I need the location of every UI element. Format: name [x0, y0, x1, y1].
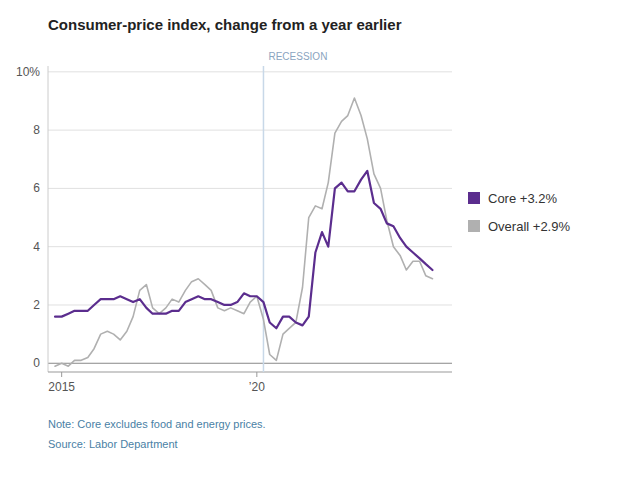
legend-label: Overall +2.9%: [488, 219, 570, 234]
grid-line: [48, 304, 452, 305]
y-tick-label: 4: [33, 240, 40, 254]
marks: [55, 66, 432, 372]
grid-line: [48, 188, 452, 189]
note: Note: Core excludes food and energy pric…: [48, 418, 266, 430]
y-tick-label: 6: [33, 181, 40, 195]
chart: Consumer-price index, change from a year…: [0, 0, 638, 480]
y-tick-label: 10%: [16, 65, 40, 79]
grid-line: [48, 363, 452, 364]
x-tick-label: ’20: [249, 380, 265, 394]
legend: Core +3.2% Overall +2.9%: [468, 191, 570, 234]
x-tick: [61, 372, 62, 377]
grid: [48, 72, 452, 363]
grid-line: [48, 71, 452, 72]
legend-swatch: [468, 192, 480, 204]
y-axis-line: [48, 66, 49, 372]
series-line: [55, 171, 432, 328]
grid-line: [48, 130, 452, 131]
y-tick-label: 2: [33, 298, 40, 312]
title: Consumer-price index, change from a year…: [48, 16, 402, 33]
x-tick-label: 2015: [48, 380, 75, 394]
grid-line: [48, 246, 452, 247]
x-tick: [256, 372, 257, 377]
x-axis-line: [48, 372, 452, 373]
series-line: [55, 98, 432, 366]
legend-label: Core +3.2%: [488, 191, 557, 206]
legend-swatch: [468, 220, 480, 232]
source: Source: Labor Department: [48, 438, 178, 450]
y-tick-label: 0: [33, 356, 40, 370]
y-tick-label: 8: [33, 123, 40, 137]
annotation-label: RECESSION: [268, 51, 327, 62]
